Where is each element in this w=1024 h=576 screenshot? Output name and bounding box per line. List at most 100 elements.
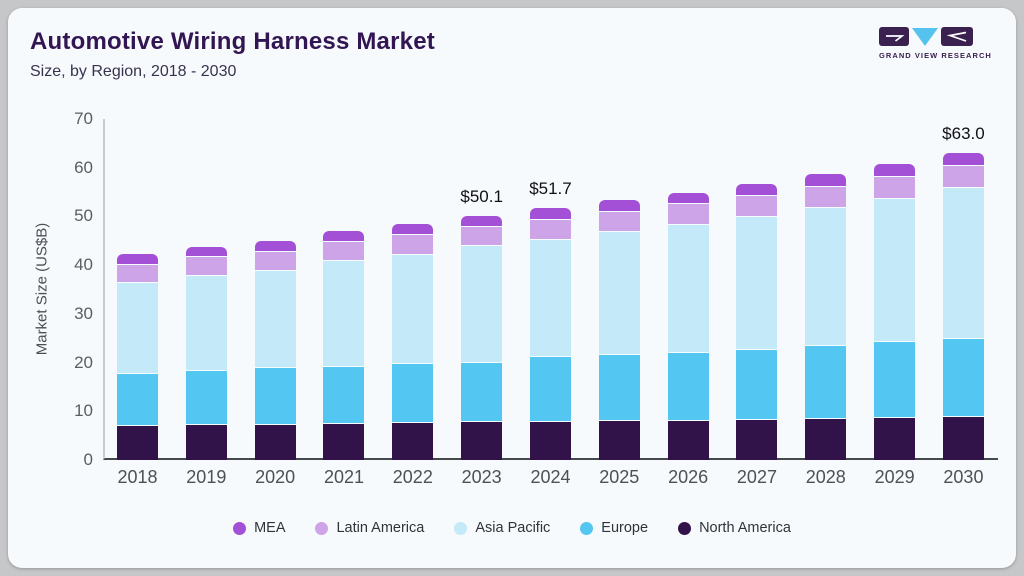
legend-label: MEA (254, 520, 286, 536)
bar-segment-latin-america (323, 240, 365, 260)
bar-stack (805, 174, 847, 460)
bar-column: $51.7 (529, 119, 572, 460)
y-tick-label: 10 (74, 401, 93, 421)
logo-g-icon (879, 27, 909, 46)
x-tick-label: 2029 (874, 467, 915, 487)
bar-segment-europe (736, 348, 778, 420)
gvr-logo-marks (879, 27, 983, 47)
legend: MEA Latin America Asia Pacific Europe North … (8, 520, 1016, 536)
bar-segment-latin-america (529, 218, 571, 239)
bar-value-label: $50.1 (460, 186, 503, 206)
bar-column (736, 119, 778, 460)
legend-swatch-europe (580, 521, 594, 535)
bar-segment-europe (874, 341, 916, 418)
bar-segment-mea (874, 163, 916, 177)
bar-column (117, 119, 158, 460)
y-axis-ticks: 0 10 20 30 40 50 60 70 (8, 109, 93, 469)
bar-segment-latin-america (117, 263, 158, 282)
logo-r-icon (941, 27, 973, 46)
x-tick: 2023 (461, 467, 502, 488)
x-tick-label: 2030 (943, 467, 984, 487)
bar-segment-europe (117, 372, 158, 425)
legend-label: Asia Pacific (475, 520, 551, 536)
x-tick: 2018 (117, 467, 158, 488)
page-title: Automotive Wiring Harness Market (30, 28, 435, 55)
bar-segment-europe (667, 351, 709, 420)
x-tick-label: 2018 (117, 467, 158, 487)
x-tick-label: 2020 (255, 467, 296, 487)
x-tick: 2029 (874, 467, 915, 488)
bar-segment-latin-america (736, 195, 778, 217)
legend-item-latin-america: Latin America (315, 520, 424, 536)
bar-segment-mea (323, 231, 365, 241)
bar-segment-latin-america (461, 226, 503, 246)
bar-segment-latin-america (805, 185, 847, 208)
bar-segment-europe (185, 369, 227, 425)
bar-segment-mea (598, 200, 640, 212)
bar-segment-latin-america (392, 234, 434, 254)
bar-segment-europe (392, 363, 434, 422)
bar-column (185, 119, 227, 460)
bar-segment-europe (805, 345, 847, 419)
bar-segment-north-america (117, 424, 158, 460)
bar-segment-mea (254, 241, 296, 252)
bar-column (598, 119, 640, 460)
bar-segment-asia-pacific (942, 187, 984, 338)
y-tick-label: 30 (74, 303, 93, 323)
bar-column (323, 119, 365, 460)
y-tick-label: 20 (74, 352, 93, 372)
bar-value-label: $51.7 (529, 179, 572, 199)
bar-segment-europe (598, 354, 640, 421)
bar-segment-mea (117, 254, 158, 264)
bar-segment-north-america (874, 417, 916, 460)
bar-segment-europe (529, 355, 571, 421)
bar-segment-asia-pacific (323, 259, 365, 366)
bar-segment-asia-pacific (598, 231, 640, 355)
bar-segment-latin-america (667, 203, 709, 224)
bar-stack (185, 247, 227, 460)
bar-segment-europe (254, 367, 296, 424)
bar-segment-latin-america (185, 256, 227, 275)
x-tick-label: 2026 (668, 467, 709, 487)
legend-label: Latin America (336, 520, 425, 536)
x-tick-label: 2019 (186, 467, 227, 487)
legend-item-mea: MEA (233, 520, 285, 536)
y-tick-label: 70 (74, 109, 93, 128)
y-tick-label: 50 (74, 206, 93, 226)
bar-segment-asia-pacific (667, 223, 709, 352)
bar-stack (117, 254, 158, 460)
bar-stack (254, 241, 296, 460)
x-tick: 2026 (668, 467, 709, 488)
bar-segment-north-america (461, 421, 503, 460)
bar-segment-north-america (392, 422, 434, 460)
logo-wordmark: GRAND VIEW RESEARCH (879, 51, 992, 60)
bar-segment-mea (805, 174, 847, 186)
bar-segment-europe (323, 365, 365, 423)
bar-stack (942, 153, 984, 460)
bar-stack (667, 192, 709, 460)
bar-segment-latin-america (942, 165, 984, 188)
y-tick-label: 40 (74, 255, 93, 275)
bar-segment-north-america (185, 424, 227, 460)
bars: $50.1 $51.7 $63.0 (103, 119, 998, 460)
bar-segment-europe (942, 337, 984, 417)
x-tick: 2020 (255, 467, 296, 488)
x-tick: 2025 (599, 467, 640, 488)
bar-segment-asia-pacific (529, 238, 571, 356)
bar-segment-mea (942, 153, 984, 166)
logo-v-icon (912, 28, 938, 46)
bar-segment-mea (529, 208, 571, 219)
bar-segment-north-america (805, 418, 847, 460)
bar-segment-north-america (942, 416, 984, 460)
legend-item-europe: Europe (580, 520, 648, 536)
legend-swatch-latin-america (315, 521, 329, 535)
legend-label: Europe (601, 520, 649, 536)
bar-segment-asia-pacific (805, 207, 847, 346)
bar-segment-mea (185, 247, 227, 257)
bar-value-label: $63.0 (942, 124, 985, 144)
bar-segment-asia-pacific (874, 197, 916, 342)
bar-segment-latin-america (254, 251, 296, 270)
bar-segment-mea (736, 183, 778, 196)
y-tick-label: 0 (83, 450, 93, 469)
x-tick-label: 2023 (461, 467, 502, 487)
